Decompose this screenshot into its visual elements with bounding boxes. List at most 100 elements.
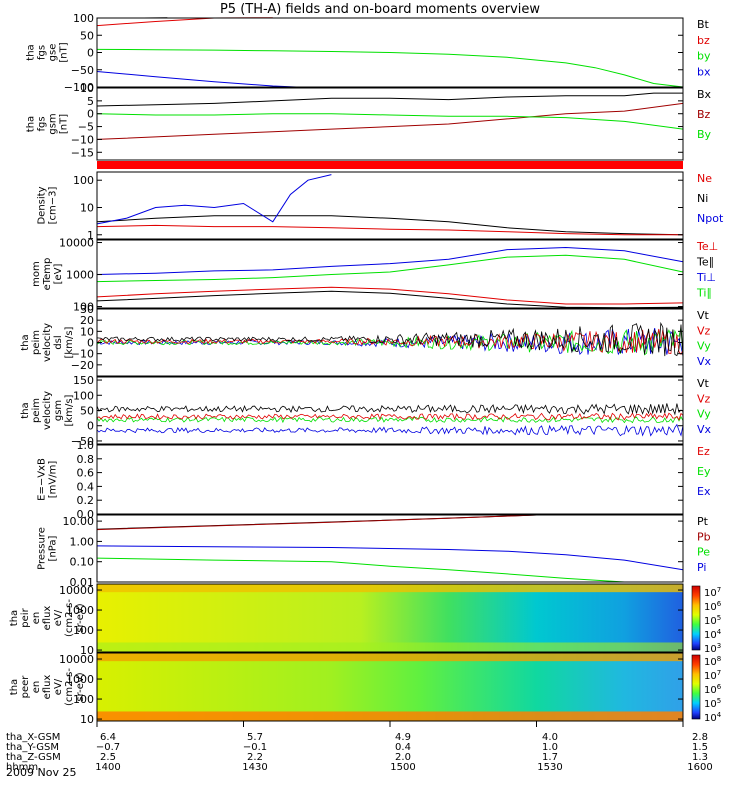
panel-fgs-gse: 100 50 0 −50 −100 tha fgs gse [nT] Bt bz by bx <box>26 12 711 94</box>
legend-entry: Pi <box>697 561 706 574</box>
y-axis-label: eV/ <box>53 609 64 626</box>
y-axis-label: [eV] <box>53 264 64 285</box>
figure-title: P5 (TH-A) fields and on-board moments ov… <box>220 2 540 17</box>
y-tick-label: 10 <box>80 325 94 338</box>
legend-entry: Te∥ <box>696 256 714 269</box>
y-tick-label: 10 <box>80 644 94 657</box>
y-axis-label: tha <box>26 116 37 132</box>
x-row-value: 2.2 <box>247 752 263 763</box>
y-tick-label: −50 <box>71 64 94 77</box>
legend-entry: Vx <box>697 423 712 436</box>
y-tick-label: 0.2 <box>77 494 95 507</box>
y-tick-label: 5 <box>87 95 94 108</box>
x-row-value: 1.7 <box>542 752 558 763</box>
y-axis-label: [nT] <box>59 114 70 134</box>
panel-frame <box>96 87 684 161</box>
spectrogram-band-bottom <box>97 711 683 721</box>
y-axis-label: [nT] <box>59 42 70 62</box>
series-line-green <box>96 113 684 130</box>
y-axis-label: Pressure <box>37 527 48 570</box>
series-noise-red <box>96 412 684 421</box>
y-tick-label: 10000 <box>59 584 94 597</box>
y-tick-label: 100 <box>73 174 94 187</box>
legend-entry: Vx <box>697 355 712 368</box>
y-axis-label: peir <box>20 607 31 627</box>
series-noise-blue <box>96 328 684 357</box>
series-line-blue <box>96 174 332 225</box>
y-tick-label: 1000 <box>66 673 94 686</box>
y-tick-label: 100 <box>73 624 94 637</box>
y-axis-label: [nPa] <box>48 535 59 561</box>
colorbar-label: 105 <box>704 614 721 627</box>
y-axis-label: peim <box>31 398 42 423</box>
panel-density: 100 10 1 Density [cm−3] Ne Ni Npot <box>37 171 724 242</box>
x-row-value: 4.9 <box>395 732 411 743</box>
legend-entry: Ey <box>697 465 711 478</box>
y-tick-label: −5 <box>78 121 94 134</box>
series-line-red <box>96 224 683 236</box>
y-tick-label: 0 <box>87 420 94 433</box>
y-axis-label: eflux <box>42 675 53 700</box>
y-tick-label: −10 <box>71 348 94 361</box>
y-axis-label: gsm <box>53 400 64 421</box>
x-row-value: 2.0 <box>395 752 411 763</box>
x-row-label: tha_Y-GSM <box>6 742 59 753</box>
x-row-value: 2.5 <box>100 752 116 763</box>
y-axis-label: peer <box>20 675 31 699</box>
spectrogram-image <box>97 584 683 652</box>
y-tick-label: 10 <box>80 201 94 214</box>
series-line-green <box>96 254 684 283</box>
y-tick-label: 0.8 <box>77 453 95 466</box>
legend-entry: Bx <box>697 88 712 101</box>
y-tick-label: 100 <box>73 301 94 314</box>
series-noise-green <box>96 415 684 424</box>
x-row-value: −0.1 <box>243 742 267 753</box>
legend-entry: Vy <box>697 408 711 421</box>
y-axis-label: E=−VxB <box>37 458 48 501</box>
x-row-value: 5.7 <box>247 732 263 743</box>
series-line-red <box>96 17 273 27</box>
colorbar-label: 104 <box>704 711 722 724</box>
y-axis-label: velocity <box>42 391 53 430</box>
colorbar-label: 107 <box>704 669 721 682</box>
x-row-value: 1600 <box>687 762 712 773</box>
y-tick-label: 0 <box>87 337 94 350</box>
y-tick-label: 20 <box>80 314 94 327</box>
y-axis-label: mom <box>31 261 42 287</box>
y-tick-label: 0 <box>87 47 94 60</box>
y-axis-label: dsl <box>53 335 64 349</box>
colorbar <box>691 585 701 651</box>
legend-entry: bz <box>697 34 710 47</box>
y-tick-label: 1000 <box>66 269 94 282</box>
legend-entry: Pt <box>697 515 709 528</box>
y-tick-label: 0 <box>87 108 94 121</box>
panel-pressure: 10.00 1.00 0.10 0.01 Pressure [nPa] Pt Pb Pe Pi <box>37 514 711 589</box>
series-noise-blue <box>96 423 684 437</box>
y-tick-label: 50 <box>80 405 94 418</box>
y-tick-label: −10 <box>71 133 94 146</box>
y-tick-label: 50 <box>80 29 94 42</box>
legend-entry: Vt <box>697 309 710 322</box>
legend-entry: Vt <box>697 377 710 390</box>
y-tick-label: 10 <box>80 82 94 95</box>
y-axis-label: [km/s] <box>64 326 75 358</box>
y-tick-label: 0.10 <box>70 556 95 569</box>
legend-entry: Bz <box>697 108 711 121</box>
y-axis-label: tha <box>20 334 31 350</box>
y-tick-label: 0.6 <box>77 467 95 480</box>
x-row-label: hhmm <box>6 762 38 773</box>
legend-entry: Npot <box>697 212 724 225</box>
legend-entry: bx <box>697 65 711 78</box>
x-row-value: 2.8 <box>692 732 708 743</box>
series-line-darkred <box>96 102 684 140</box>
series-line-black <box>96 92 683 107</box>
y-axis-label: [mV/m] <box>48 461 59 499</box>
date-label: 2009 Nov 25 <box>6 766 76 779</box>
colorbar-label: 105 <box>704 697 721 710</box>
x-row-value: −0.7 <box>96 742 120 753</box>
x-row-value: 4.0 <box>542 732 558 743</box>
x-row-value: 1.5 <box>692 742 708 753</box>
x-row-label: tha_X-GSM <box>6 732 60 743</box>
